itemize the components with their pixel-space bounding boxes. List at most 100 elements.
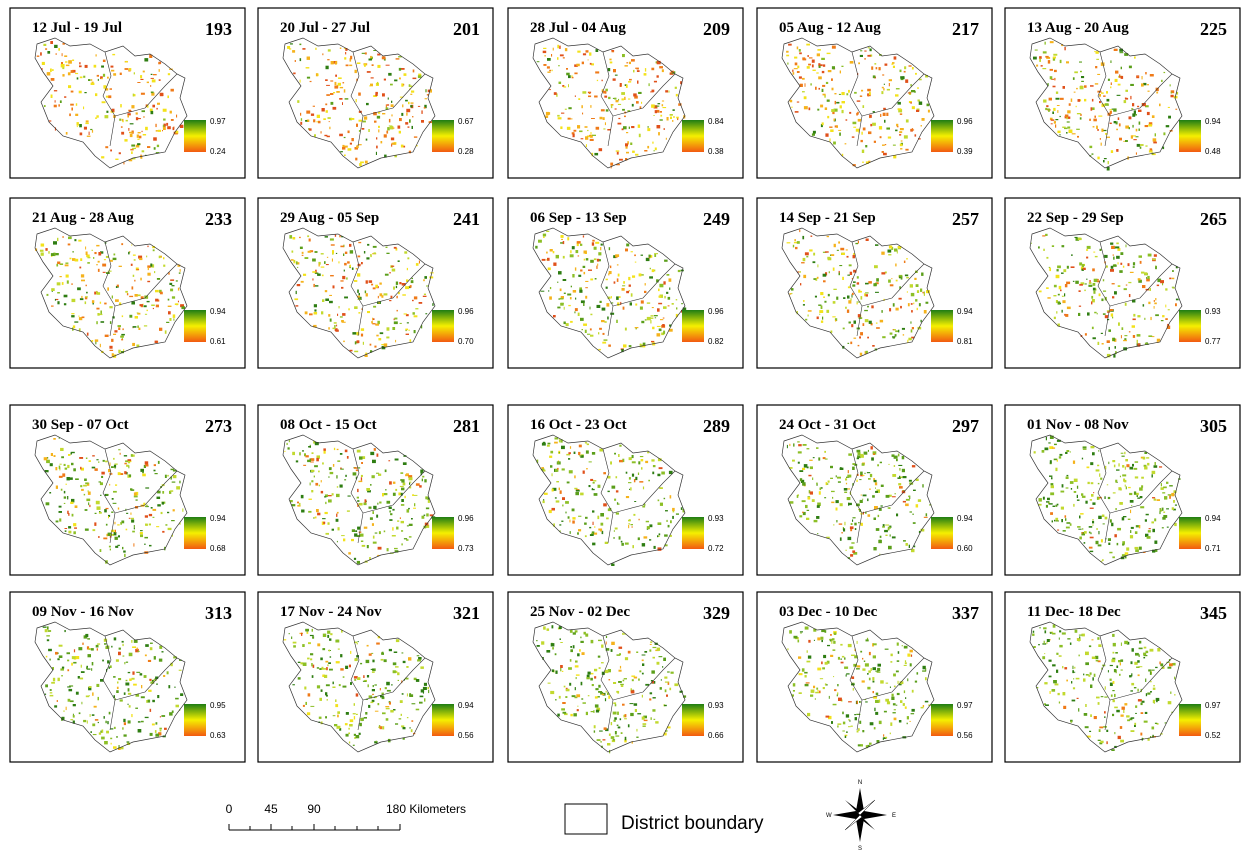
pixel-patch [67, 652, 71, 654]
pixel-patch [104, 716, 105, 719]
pixel-patch [49, 492, 51, 494]
pixel-patch [147, 273, 150, 276]
pixel-patch [1143, 657, 1145, 658]
pixel-patch [422, 479, 423, 482]
pixel-patch [403, 462, 407, 465]
pixel-patch [901, 276, 903, 279]
color-ramp [432, 120, 454, 152]
pixel-patch [301, 633, 302, 636]
pixel-patch [329, 295, 332, 296]
pixel-patch [868, 450, 869, 452]
pixel-patch [576, 674, 580, 675]
pixel-patch [376, 146, 378, 149]
pixel-patch [581, 138, 584, 139]
pixel-patch [138, 295, 141, 297]
pixel-patch [799, 76, 802, 78]
pixel-patch [659, 329, 662, 332]
pixel-patch [380, 695, 384, 697]
pixel-patch [578, 452, 580, 455]
pixel-patch [1092, 107, 1095, 110]
pixel-patch [598, 252, 601, 255]
pixel-patch [886, 113, 888, 116]
pixel-patch [896, 280, 898, 282]
pixel-patch [1082, 496, 1086, 498]
pixel-patch [339, 684, 341, 686]
pixel-patch [578, 98, 580, 100]
pixel-patch [873, 283, 876, 286]
pixel-patch [343, 676, 345, 678]
pixel-patch [857, 701, 858, 704]
pixel-patch [381, 653, 384, 655]
pixel-patch [617, 264, 619, 265]
pixel-patch [846, 732, 848, 733]
pixel-patch [607, 317, 609, 320]
pixel-patch [1130, 530, 1131, 533]
pixel-patch [1160, 280, 1164, 283]
pixel-patch [409, 524, 413, 526]
pixel-patch [119, 119, 121, 121]
pixel-patch [1073, 77, 1075, 80]
pixel-patch [144, 305, 147, 307]
pixel-patch [567, 237, 569, 240]
pixel-patch [1066, 487, 1069, 488]
pixel-patch [800, 271, 801, 273]
pixel-patch [1168, 494, 1172, 495]
pixel-patch [372, 660, 374, 663]
pixel-patch [560, 668, 561, 671]
pixel-patch [574, 311, 575, 313]
pixel-patch [815, 87, 817, 90]
pixel-patch [862, 680, 865, 682]
pixel-patch [302, 252, 304, 254]
map-panel: 06 Sep - 13 Sep2490.960.82 [508, 198, 743, 368]
pixel-patch [161, 715, 165, 717]
pixel-patch [873, 547, 876, 550]
pixel-patch [1061, 507, 1064, 510]
pixel-patch [914, 278, 916, 280]
pixel-patch [547, 445, 550, 447]
pixel-patch [398, 126, 401, 129]
pixel-patch [157, 103, 160, 105]
pixel-patch [1121, 335, 1122, 338]
pixel-patch [1110, 111, 1112, 114]
pixel-patch [1116, 149, 1118, 152]
pixel-patch [156, 526, 159, 527]
pixel-patch [364, 251, 365, 254]
pixel-patch [156, 130, 158, 132]
pixel-patch [617, 152, 619, 155]
period-label: 17 Nov - 24 Nov [280, 604, 382, 620]
pixel-patch [405, 122, 408, 125]
pixel-patch [592, 135, 596, 136]
pixel-patch [592, 543, 595, 546]
pixel-patch [377, 65, 380, 68]
pixel-patch [157, 278, 160, 280]
pixel-patch [570, 321, 573, 323]
pixel-patch [312, 452, 314, 454]
pixel-patch [801, 262, 805, 263]
pixel-patch [836, 475, 837, 477]
legend-min: 0.66 [708, 731, 724, 740]
pixel-patch [592, 240, 594, 242]
pixel-patch [379, 502, 381, 504]
pixel-patch [594, 730, 595, 732]
pixel-patch [563, 712, 567, 714]
pixel-patch [630, 713, 634, 716]
pixel-patch [148, 690, 151, 692]
pixel-patch [284, 639, 287, 640]
pixel-patch [662, 666, 663, 668]
period-label: 12 Jul - 19 Jul [32, 20, 122, 36]
pixel-patch [847, 310, 849, 313]
pixel-patch [337, 460, 340, 462]
pixel-patch [388, 73, 391, 76]
pixel-patch [858, 314, 860, 317]
pixel-patch [385, 274, 389, 276]
pixel-patch [411, 280, 414, 283]
pixel-patch [1132, 113, 1135, 116]
pixel-patch [70, 502, 73, 504]
pixel-patch [327, 635, 329, 638]
pixel-patch [631, 676, 635, 677]
pixel-patch [817, 637, 820, 640]
legend-min: 0.56 [458, 731, 474, 740]
pixel-patch [128, 461, 130, 463]
pixel-patch [584, 632, 586, 635]
legend-min: 0.81 [957, 337, 973, 346]
